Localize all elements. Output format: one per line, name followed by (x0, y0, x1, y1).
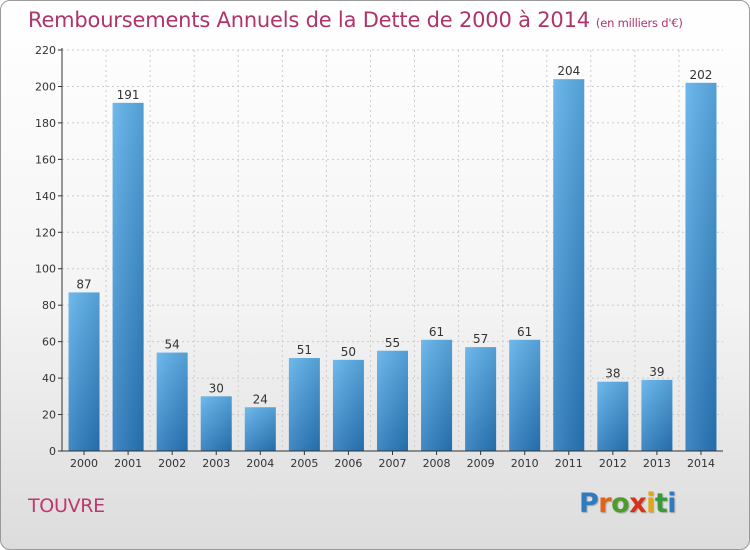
bar-shade (288, 358, 320, 451)
x-tick-label: 2014 (687, 457, 715, 470)
data-label: 30 (209, 381, 224, 395)
x-tick-label: 2013 (643, 457, 671, 470)
logo-letter: i (646, 488, 655, 519)
x-tick-label: 2011 (555, 457, 583, 470)
x-tick-label: 2006 (334, 457, 362, 470)
y-tick-label: 80 (42, 299, 56, 312)
x-tick-label: 2001 (114, 457, 142, 470)
bar-shade (244, 407, 276, 451)
data-label: 61 (517, 325, 532, 339)
bar-shade (421, 339, 453, 451)
bar-shade (685, 82, 717, 452)
x-tick-label: 2010 (511, 457, 539, 470)
data-label: 24 (253, 392, 268, 406)
x-tick-label: 2000 (70, 457, 98, 470)
data-label: 55 (385, 336, 400, 350)
y-tick-label: 20 (42, 409, 56, 422)
bar-shade (597, 381, 629, 451)
data-label: 57 (473, 332, 488, 346)
x-tick-label: 2008 (423, 457, 451, 470)
y-tick-label: 220 (35, 44, 56, 57)
bar-shade (112, 102, 144, 451)
data-label: 191 (117, 88, 140, 102)
commune-name: TOUVRE (28, 495, 105, 517)
x-tick-label: 2009 (467, 457, 495, 470)
y-tick-label: 60 (42, 336, 56, 349)
x-tick-label: 2004 (246, 457, 274, 470)
x-tick-label: 2012 (599, 457, 627, 470)
data-label: 61 (429, 325, 444, 339)
x-tick-label: 2002 (158, 457, 186, 470)
x-tick-label: 2003 (202, 457, 230, 470)
title-text: Remboursements Annuels de la Dette de 20… (28, 8, 590, 32)
logo-letter: x (629, 488, 647, 519)
y-tick-label: 100 (35, 263, 56, 276)
bar-shade (377, 350, 408, 451)
logo-letter: P (579, 488, 599, 519)
logo-letter: o (611, 488, 630, 519)
y-tick-label: 140 (35, 190, 56, 203)
bar-shade (553, 79, 585, 451)
y-tick-label: 200 (35, 80, 56, 93)
data-label: 54 (165, 338, 180, 352)
y-tick-label: 0 (49, 445, 56, 458)
y-tick-label: 180 (35, 117, 56, 130)
data-label: 39 (649, 365, 664, 379)
data-label: 51 (297, 343, 312, 357)
logo-letter: t (654, 488, 668, 519)
data-label: 87 (76, 277, 91, 291)
y-tick-label: 160 (35, 153, 56, 166)
chart-title: Remboursements Annuels de la Dette de 20… (28, 8, 683, 32)
data-label: 204 (557, 64, 580, 78)
bar-shade (465, 347, 497, 451)
y-tick-label: 120 (35, 226, 56, 239)
x-tick-label: 2005 (290, 457, 318, 470)
data-label: 202 (690, 68, 713, 82)
bar-shade (332, 359, 364, 451)
bar-shade (200, 396, 232, 451)
logo-letter: r (598, 488, 612, 519)
bar-shade (68, 292, 100, 451)
bar-shade (641, 379, 673, 451)
bar-shade (509, 339, 541, 451)
x-tick-label: 2007 (379, 457, 407, 470)
bar-shade (156, 352, 188, 451)
data-label: 50 (341, 345, 356, 359)
data-label: 38 (605, 367, 620, 381)
logo-letter: i (667, 488, 677, 519)
proxiti-logo: Proxiti (579, 488, 677, 519)
title-unit: (en milliers d'€) (595, 16, 683, 30)
y-tick-label: 40 (42, 372, 56, 385)
